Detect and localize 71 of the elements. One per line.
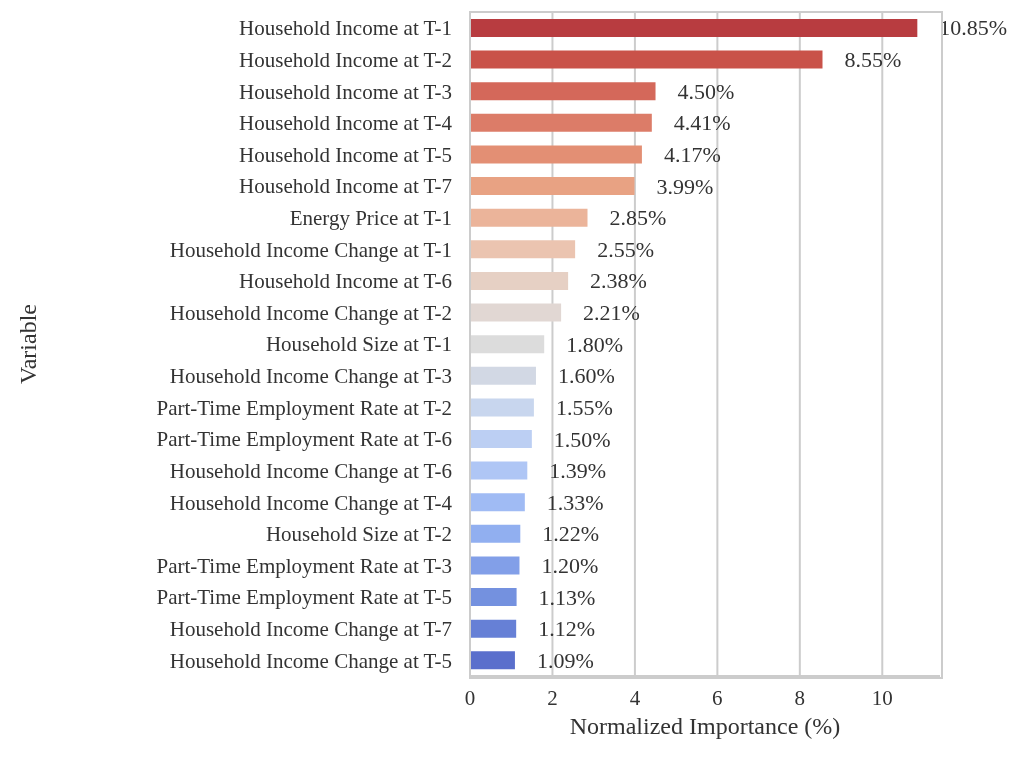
data-label: 4.41% [673,110,731,136]
x-tick-label: 2 [547,685,558,710]
bar [470,619,517,638]
data-label: 2.55% [597,236,654,262]
data-label: 10.85% [939,15,1008,41]
x-tick-label: 10 [871,685,893,710]
bar [470,651,515,670]
y-tick-label: Household Income Change at T-5 [169,648,452,673]
data-label: 8.55% [844,47,902,73]
bar [470,461,528,480]
y-tick-label: Household Income at T-2 [239,47,452,72]
bar [470,430,532,448]
y-tick-label: Part-Time Employment Rate at T-3 [156,553,452,578]
data-label: 1.55% [555,394,613,420]
y-tick-label: Energy Price at T-1 [289,205,452,230]
y-tick-label: Part-Time Employment Rate at T-2 [156,395,452,420]
y-tick-label: Household Income Change at T-1 [169,237,452,262]
bar [470,303,562,322]
y-tick-label: Household Size at T-2 [265,522,452,547]
x-tick-label: 8 [794,685,806,710]
data-label: 1.13% [538,584,596,610]
data-label: 1.09% [536,647,594,673]
y-tick-label: Household Size at T-1 [265,332,452,357]
y-tick-label: Part-Time Employment Rate at T-6 [156,427,452,452]
bar [470,556,520,575]
y-tick-label: Part-Time Employment Rate at T-5 [156,585,452,610]
data-label: 1.39% [549,458,607,484]
y-tick-label: Household Income Change at T-6 [169,458,452,483]
y-tick-label: Household Income at T-4 [239,111,453,136]
data-label: 1.12% [538,616,595,642]
data-label: 1.22% [542,521,600,547]
data-label: 1.20% [541,552,599,578]
data-label: 2.38% [590,268,647,294]
y-tick-label: Household Income Change at T-2 [169,300,452,325]
y-tick-label: Household Income at T-6 [239,269,452,294]
y-tick-label: Household Income at T-5 [239,142,452,167]
bar [470,18,918,37]
x-tick-label: 4 [629,685,641,710]
y-tick-label: Household Income at T-7 [239,174,452,199]
bar [470,493,525,512]
data-label: 4.50% [677,78,735,104]
bar [470,145,642,164]
bar [470,208,588,227]
data-label: 1.60% [557,363,615,389]
bar [470,82,656,101]
bar [470,113,652,132]
data-label: 4.17% [663,141,721,167]
bar [470,240,576,259]
bar [470,398,534,417]
data-label: 1.80% [566,331,624,357]
data-label: 1.33% [546,489,604,515]
bar [470,588,517,607]
y-tick-label: Household Income at T-3 [239,79,452,104]
bar [470,50,823,69]
y-axis-title: Variable [15,304,41,384]
bar [470,335,545,354]
data-label: 2.85% [609,205,667,231]
y-tick-label: Household Income at T-1 [239,16,452,41]
x-axis-title: Normalized Importance (%) [569,713,841,739]
bar [470,366,536,385]
y-tick-label: Household Income Change at T-4 [169,490,453,515]
bar [470,524,521,543]
data-label: 3.99% [656,173,714,199]
y-tick-label: Household Income Change at T-7 [169,617,452,642]
bar [470,271,569,290]
y-tick-label: Household Income Change at T-3 [169,364,452,389]
data-label: 2.21% [583,300,640,326]
x-tick-label: 6 [712,685,723,710]
x-tick-label: 0 [464,685,476,710]
data-label: 1.50% [553,426,611,452]
bar [470,177,635,196]
